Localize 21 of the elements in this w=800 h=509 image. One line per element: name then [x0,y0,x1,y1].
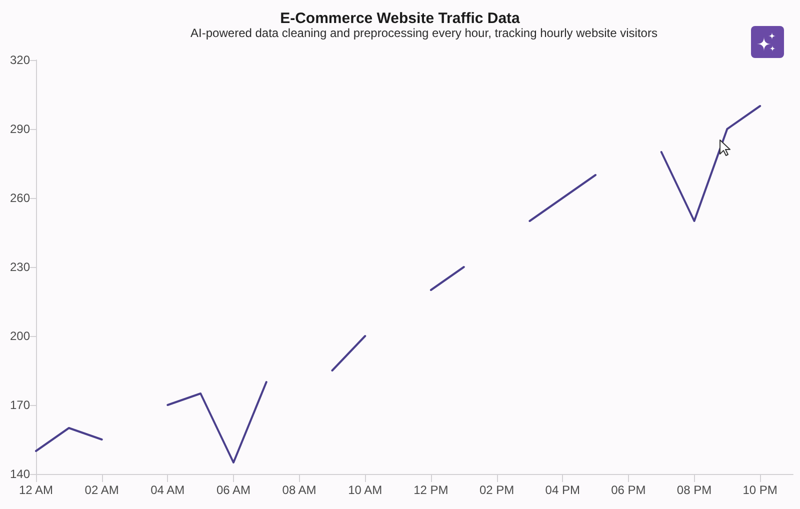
x-tick-label: 06 AM [216,483,250,497]
x-tick-label: 10 PM [742,483,778,497]
chart-title: E-Commerce Website Traffic Data [280,10,521,27]
x-tick-label: 02 AM [84,483,119,497]
x-tick-label: 08 PM [676,483,712,497]
y-tick-label: 200 [10,329,30,343]
y-tick-label: 140 [10,467,30,481]
y-tick-label: 290 [10,122,30,136]
x-tick-label: 12 AM [18,483,54,497]
x-tick-label: 02 PM [479,483,514,497]
x-tick-label: 08 AM [282,483,316,497]
y-tick-label: 320 [10,53,30,67]
x-tick-label: 10 AM [348,483,382,497]
x-tick-label: 12 PM [414,483,448,497]
chart-subtitle: AI-powered data cleaning and preprocessing every hour, tracking hourly website visitors [190,26,658,40]
y-tick-label: 230 [10,260,30,274]
x-tick-label: 04 PM [545,483,580,497]
x-tick-label: 06 PM [611,483,646,497]
x-tick-label: 04 AM [150,483,185,497]
y-tick-label: 170 [10,398,30,412]
y-tick-label: 260 [10,191,30,205]
